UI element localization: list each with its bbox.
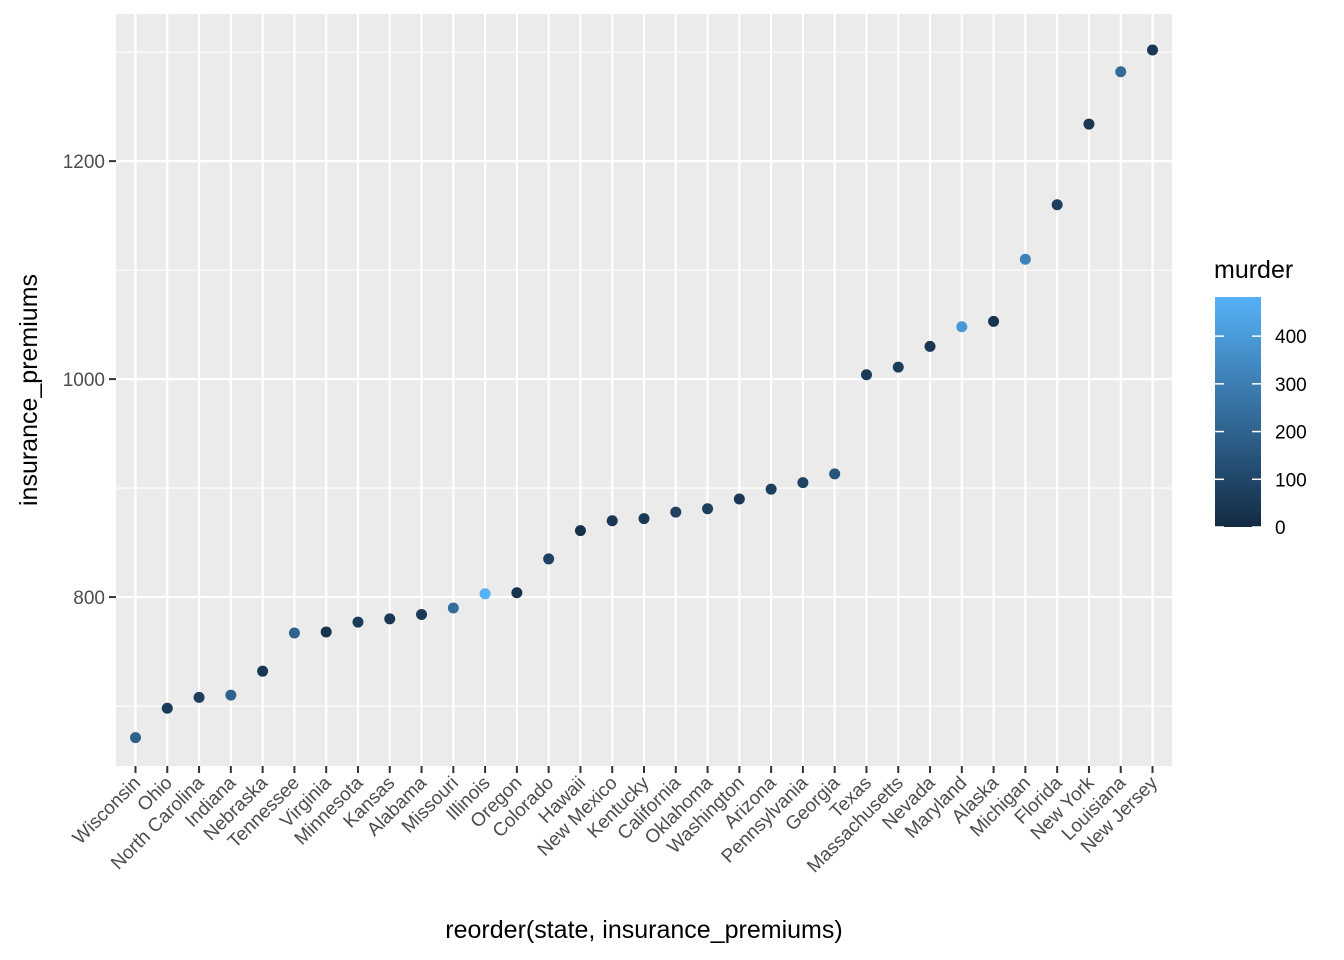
data-point bbox=[860, 369, 872, 381]
legend-colorbar bbox=[1215, 297, 1261, 527]
legend: murder 0 100 200 300 400 bbox=[1214, 256, 1307, 539]
data-point bbox=[733, 493, 745, 505]
data-point bbox=[574, 525, 586, 537]
data-point bbox=[257, 665, 269, 677]
legend-title: murder bbox=[1214, 256, 1293, 284]
data-point bbox=[320, 626, 332, 638]
data-point bbox=[1115, 66, 1127, 78]
legend-tick-label: 0 bbox=[1275, 518, 1286, 539]
data-point bbox=[225, 689, 237, 701]
data-point bbox=[1083, 118, 1095, 130]
data-point bbox=[1147, 44, 1158, 56]
data-point bbox=[1019, 253, 1031, 265]
data-point bbox=[956, 321, 968, 333]
data-point bbox=[1051, 199, 1063, 211]
data-point bbox=[988, 315, 1000, 327]
data-point bbox=[161, 702, 173, 714]
data-point bbox=[924, 340, 936, 352]
data-point bbox=[638, 513, 650, 525]
y-tick-label: 1000 bbox=[63, 370, 105, 391]
legend-tick-label: 200 bbox=[1275, 423, 1307, 444]
y-axis-title: insurance_premiums bbox=[15, 274, 43, 506]
data-point bbox=[829, 468, 841, 480]
data-point bbox=[384, 613, 396, 625]
data-point bbox=[670, 506, 682, 518]
data-point bbox=[193, 691, 205, 703]
data-point bbox=[479, 588, 491, 600]
data-point bbox=[447, 602, 459, 614]
grid-major bbox=[116, 14, 1172, 766]
data-point bbox=[606, 515, 618, 527]
legend-tick-label: 400 bbox=[1275, 327, 1307, 348]
data-point bbox=[797, 477, 809, 489]
data-point bbox=[892, 361, 904, 373]
legend-tick-label: 300 bbox=[1275, 375, 1307, 396]
y-axis: 800 1000 1200 bbox=[63, 152, 116, 609]
data-point bbox=[702, 503, 714, 515]
x-axis-title: reorder(state, insurance_premiums) bbox=[445, 916, 842, 944]
data-points bbox=[130, 44, 1158, 744]
y-tick-label: 1200 bbox=[63, 152, 105, 173]
legend-tick-label: 100 bbox=[1275, 470, 1307, 491]
data-point bbox=[543, 553, 555, 565]
y-tick-label: 800 bbox=[73, 588, 105, 609]
data-point bbox=[352, 616, 364, 628]
data-point bbox=[288, 627, 300, 639]
data-point bbox=[416, 609, 428, 621]
data-point bbox=[130, 732, 141, 744]
data-point bbox=[511, 587, 523, 599]
data-point bbox=[765, 483, 777, 495]
